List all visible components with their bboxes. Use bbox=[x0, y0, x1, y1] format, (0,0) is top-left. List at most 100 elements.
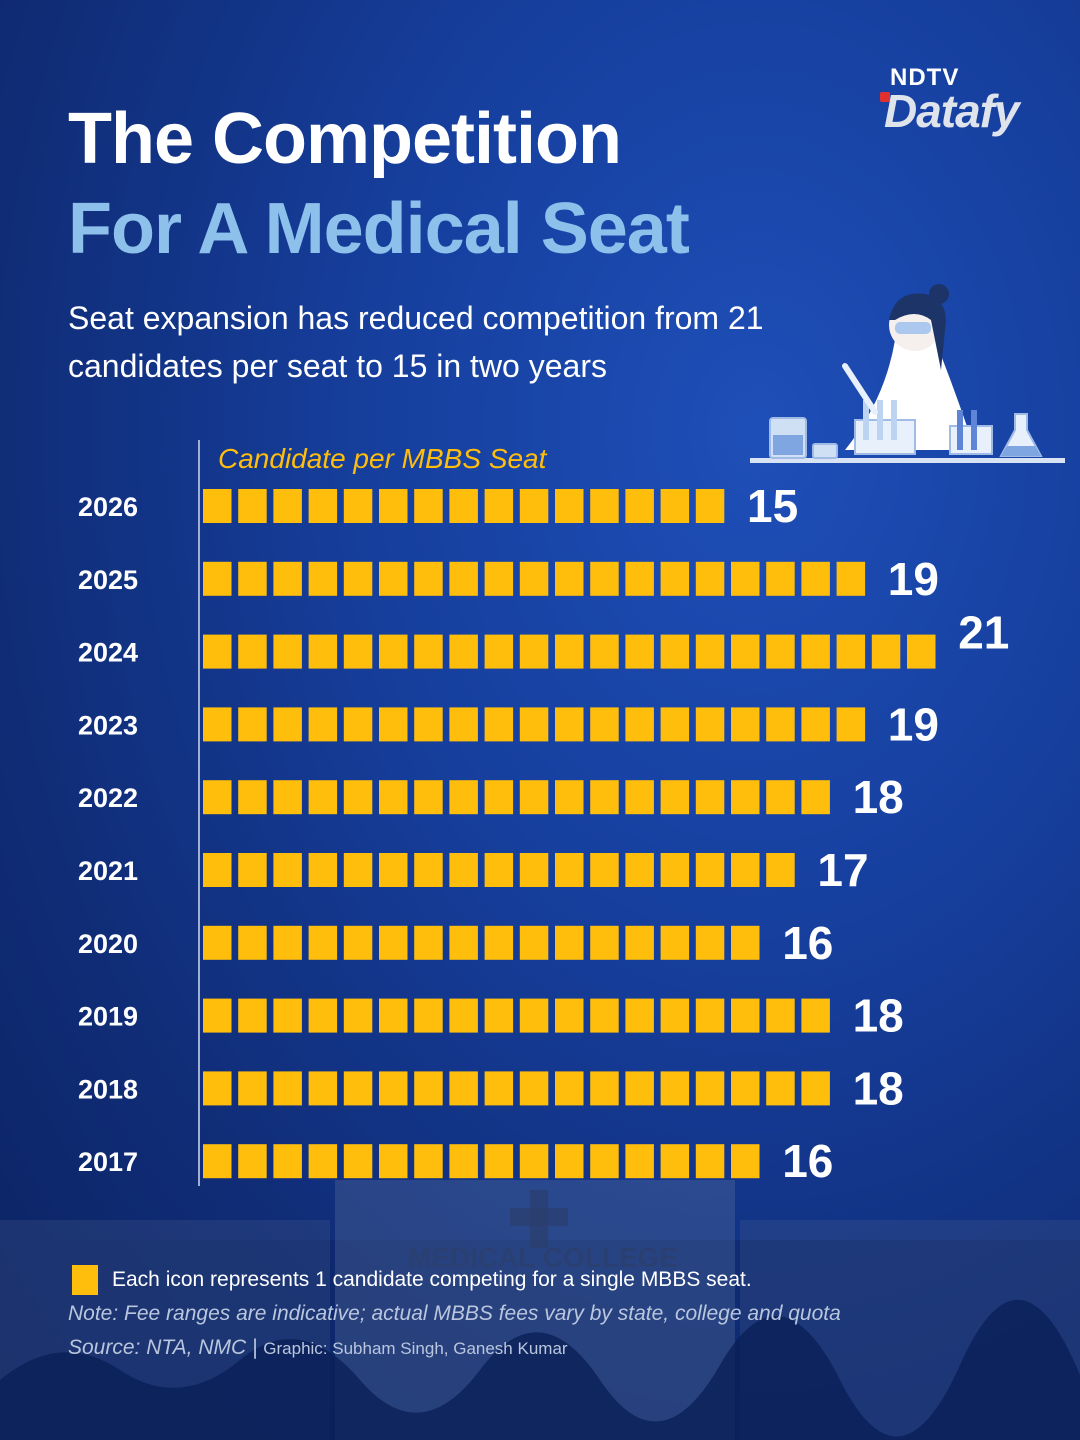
year-label-2020: 2020 bbox=[78, 929, 138, 959]
candidate-icon bbox=[695, 998, 725, 1033]
year-label-2021: 2021 bbox=[78, 856, 138, 886]
candidate-icon bbox=[449, 561, 478, 596]
candidate-icon bbox=[414, 998, 443, 1033]
candidate-icon bbox=[414, 1071, 443, 1106]
candidate-icon bbox=[379, 925, 408, 960]
candidate-icon bbox=[731, 998, 760, 1033]
brand-top-text: NDTV bbox=[890, 64, 960, 91]
candidate-icon bbox=[519, 925, 549, 960]
candidate-icon bbox=[625, 998, 654, 1033]
candidate-icon bbox=[766, 780, 795, 815]
year-label-2019: 2019 bbox=[78, 1002, 138, 1032]
candidate-icon bbox=[625, 853, 654, 887]
candidate-icon bbox=[343, 998, 373, 1033]
candidate-icon bbox=[484, 853, 514, 887]
candidate-icon bbox=[590, 853, 619, 887]
candidate-icon bbox=[414, 561, 443, 596]
candidate-icon bbox=[555, 489, 584, 523]
candidate-icon bbox=[660, 634, 690, 669]
year-label-2025: 2025 bbox=[78, 565, 138, 595]
candidate-icon bbox=[731, 634, 760, 669]
footnote: Note: Fee ranges are indicative; actual … bbox=[68, 1302, 841, 1325]
candidate-icon bbox=[203, 634, 232, 669]
candidate-icon bbox=[449, 707, 478, 742]
candidate-icon bbox=[484, 489, 514, 523]
candidate-icon bbox=[695, 489, 725, 523]
candidate-icon bbox=[238, 707, 267, 742]
candidate-icon bbox=[449, 1071, 478, 1106]
value-label-2019: 18 bbox=[853, 990, 904, 1042]
candidate-icon bbox=[379, 561, 408, 596]
candidate-icon bbox=[238, 998, 267, 1033]
candidate-icon bbox=[203, 1071, 232, 1106]
candidate-icon bbox=[519, 634, 549, 669]
candidate-icon bbox=[343, 780, 373, 815]
candidate-icon bbox=[590, 998, 619, 1033]
candidate-icon bbox=[414, 634, 443, 669]
candidate-icon bbox=[660, 707, 690, 742]
candidate-icon bbox=[343, 707, 373, 742]
value-label-2022: 18 bbox=[853, 771, 904, 823]
candidate-icon bbox=[766, 1071, 795, 1106]
candidate-icon bbox=[273, 489, 302, 523]
brand-dot-icon bbox=[880, 92, 890, 102]
candidate-icon bbox=[203, 853, 232, 887]
candidate-icon bbox=[695, 1144, 725, 1179]
candidate-icon bbox=[625, 780, 654, 815]
candidate-icon bbox=[590, 707, 619, 742]
candidate-icon bbox=[308, 634, 338, 669]
value-label-2020: 16 bbox=[782, 917, 833, 969]
candidate-icon bbox=[801, 707, 830, 742]
chart-title: Candidate per MBBS Seat bbox=[218, 443, 548, 474]
chart-bars: 2026 15 2025 19 2024 21 2023 19 2022 18 2021 17 2020… bbox=[78, 480, 1009, 1187]
candidate-icon bbox=[871, 634, 901, 669]
candidate-icon bbox=[660, 489, 690, 523]
year-label-2026: 2026 bbox=[78, 492, 138, 522]
candidate-icon bbox=[484, 925, 514, 960]
candidate-icon bbox=[308, 853, 338, 887]
value-label-2017: 16 bbox=[782, 1135, 833, 1187]
candidate-icon bbox=[907, 634, 936, 669]
page-title-line1: The Competition bbox=[68, 99, 622, 179]
candidate-icon bbox=[801, 780, 830, 815]
value-label-2026: 15 bbox=[747, 480, 798, 532]
candidate-icon bbox=[449, 780, 478, 815]
candidate-icon bbox=[203, 1144, 232, 1179]
year-label-2023: 2023 bbox=[78, 710, 138, 740]
candidate-icon bbox=[695, 780, 725, 815]
candidate-icon bbox=[238, 1071, 267, 1106]
candidate-icon bbox=[801, 561, 830, 596]
candidate-icon bbox=[273, 925, 302, 960]
candidate-icon bbox=[308, 1144, 338, 1179]
candidate-icon bbox=[731, 780, 760, 815]
scientist-illustration bbox=[750, 284, 1065, 463]
candidate-icon bbox=[203, 489, 232, 523]
candidate-icon bbox=[379, 853, 408, 887]
candidate-icon bbox=[555, 925, 584, 960]
year-label-2022: 2022 bbox=[78, 783, 138, 813]
candidate-icon bbox=[766, 561, 795, 596]
candidate-icon bbox=[238, 925, 267, 960]
candidate-icon bbox=[625, 561, 654, 596]
candidate-icon bbox=[731, 853, 760, 887]
candidate-icon bbox=[555, 707, 584, 742]
candidate-icon bbox=[414, 1144, 443, 1179]
candidate-icon bbox=[273, 1144, 302, 1179]
candidate-icon bbox=[273, 998, 302, 1033]
candidate-icon bbox=[273, 780, 302, 815]
candidate-icon bbox=[660, 1071, 690, 1106]
candidate-icon bbox=[590, 1144, 619, 1179]
candidate-icon bbox=[555, 1144, 584, 1179]
candidate-icon bbox=[590, 925, 619, 960]
candidate-icon bbox=[343, 1071, 373, 1106]
candidate-icon bbox=[801, 998, 830, 1033]
candidate-icon bbox=[203, 998, 232, 1033]
candidate-icon bbox=[625, 707, 654, 742]
page-subtitle: Seat expansion has reduced competition f… bbox=[68, 300, 764, 384]
candidate-icon bbox=[414, 707, 443, 742]
candidate-icon bbox=[273, 853, 302, 887]
candidate-icon bbox=[555, 780, 584, 815]
candidate-icon bbox=[449, 925, 478, 960]
candidate-icon bbox=[660, 1144, 690, 1179]
